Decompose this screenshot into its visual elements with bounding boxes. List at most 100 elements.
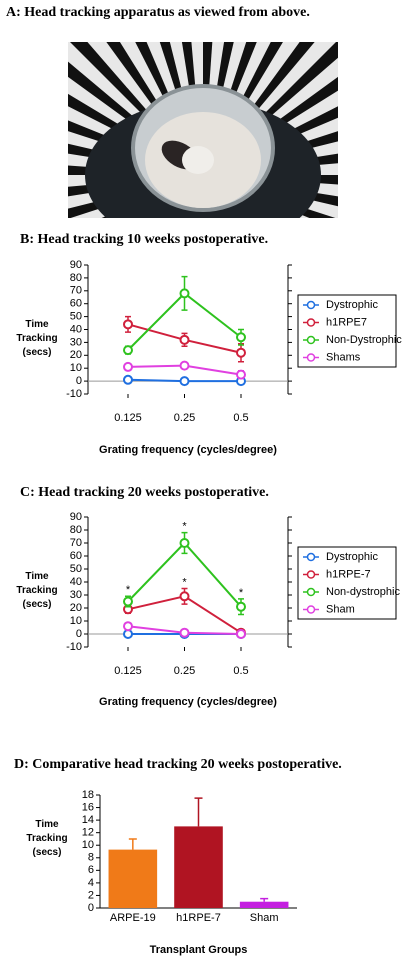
panel-a-title: A: Head tracking apparatus as viewed fro… [6, 5, 310, 20]
marker [236, 347, 246, 358]
bar [174, 826, 223, 908]
marker [179, 627, 190, 638]
marker [123, 621, 133, 632]
y-tick-label: -10 [66, 641, 82, 653]
legend-marker [306, 353, 316, 362]
legend-marker [306, 552, 316, 562]
error-bar [260, 897, 269, 902]
y-tick-label: 70 [70, 537, 82, 549]
marker [179, 591, 190, 602]
y-tick-label: 90 [70, 259, 82, 271]
y-tick-label: 6 [88, 864, 94, 876]
y-tick-label: 80 [70, 272, 82, 284]
marker [123, 374, 133, 385]
chart-title: C: Head tracking 20 weeks postoperative. [20, 485, 269, 500]
legend-marker [306, 335, 316, 345]
marker [123, 361, 133, 372]
y-tick-label: 20 [70, 602, 82, 614]
y-tick-label: 70 [70, 285, 82, 297]
y-tick-label: 60 [70, 298, 82, 310]
y-tick-label: -10 [66, 388, 82, 400]
y-tick-label: 2 [88, 889, 94, 901]
x-tick-label: ARPE-19 [110, 912, 156, 924]
legend-label: Sham [326, 603, 355, 615]
chart-title: B: Head tracking 10 weeks postoperative. [20, 232, 268, 247]
y-tick-label: 0 [88, 902, 94, 914]
marker [179, 360, 190, 371]
legend-marker [306, 570, 316, 579]
error-bar [128, 838, 137, 850]
x-tick-label: 0.5 [233, 665, 248, 677]
marker [236, 369, 246, 380]
y-tick-label: 10 [82, 839, 94, 851]
legend-label: h1RPE-7 [326, 568, 371, 580]
x-tick-label: h1RPE-7 [176, 912, 221, 924]
y-tick-label: 80 [70, 524, 82, 536]
x-tick-label: 0.125 [114, 665, 142, 677]
apparatus-photo [68, 42, 338, 218]
y-tick-label: 4 [88, 877, 94, 889]
x-axis-label: Transplant Groups [150, 944, 248, 956]
legend-marker [306, 605, 316, 614]
bar [239, 901, 289, 908]
y-tick-label: 12 [82, 827, 94, 839]
bar [108, 849, 158, 908]
y-tick-label: 16 [82, 801, 94, 813]
y-tick-label: 50 [70, 563, 82, 575]
legend-box [297, 546, 397, 620]
stripe [203, 106, 338, 175]
y-tick-label: 20 [70, 349, 82, 361]
y-tick-label: 90 [70, 511, 82, 523]
legend-marker [306, 587, 316, 597]
significance-mark: * [182, 576, 187, 588]
legend-marker [306, 300, 316, 310]
y-tick-label: 0 [76, 375, 82, 387]
x-axis-label: Grating frequency (cycles/degree) [99, 444, 277, 456]
significance-mark: * [239, 587, 244, 599]
chart-title: D: Comparative head tracking 20 weeks po… [14, 757, 342, 772]
marker [179, 538, 190, 548]
marker [123, 345, 133, 356]
marker [123, 596, 133, 607]
significance-mark: * [182, 521, 187, 533]
marker [236, 601, 246, 612]
y-tick-label: 40 [70, 323, 82, 335]
y-axis-label: Time Tracking (secs) [16, 571, 58, 610]
legend-label: Non-Dystrophic [326, 334, 402, 346]
x-tick-label: 0.125 [114, 412, 142, 424]
legend-label: Shams [326, 351, 361, 363]
marker [179, 376, 190, 387]
y-tick-label: 30 [70, 336, 82, 348]
marker [179, 288, 190, 299]
legend-label: Non-dystrophic [326, 586, 400, 598]
marker [236, 629, 246, 639]
y-tick-label: 14 [82, 814, 94, 826]
y-tick-label: 10 [70, 615, 82, 627]
y-tick-label: 0 [76, 628, 82, 640]
x-tick-label: 0.5 [233, 412, 248, 424]
y-axis-label: Time Tracking (secs) [16, 319, 58, 358]
x-axis-label: Grating frequency (cycles/degree) [99, 696, 277, 708]
significance-mark: * [126, 584, 131, 596]
legend-marker [306, 318, 316, 327]
y-tick-label: 60 [70, 550, 82, 562]
legend-label: Dystrophic [326, 551, 378, 563]
y-tick-label: 10 [70, 362, 82, 374]
legend-label: Dystrophic [326, 299, 378, 311]
marker [123, 319, 133, 330]
x-tick-label: 0.25 [174, 412, 195, 424]
marker [179, 334, 190, 345]
legend-label: h1RPE7 [326, 316, 367, 328]
error-bar [194, 797, 203, 827]
y-tick-label: 8 [88, 852, 94, 864]
marker [236, 332, 246, 343]
y-tick-label: 50 [70, 311, 82, 323]
x-tick-label: Sham [250, 912, 279, 924]
stripe [203, 175, 246, 218]
legend-box [297, 294, 397, 368]
y-tick-label: 30 [70, 589, 82, 601]
y-tick-label: 40 [70, 576, 82, 588]
y-tick-label: 18 [82, 789, 94, 801]
